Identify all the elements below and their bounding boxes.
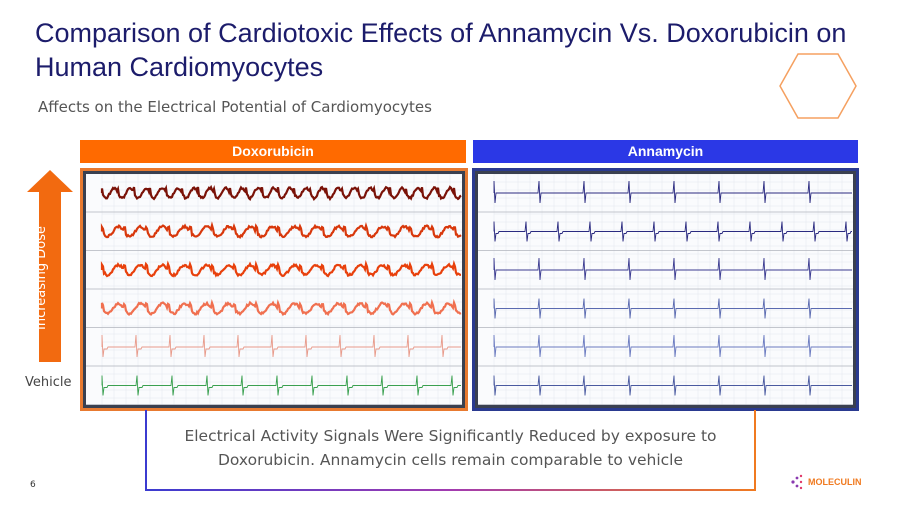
signal-trace (102, 225, 461, 237)
page-number: 6 (30, 480, 36, 490)
doxorubicin-traces (86, 174, 462, 405)
signal-trace (494, 181, 852, 203)
annamycin-header: Annamycin (473, 140, 858, 163)
vehicle-label: Vehicle (25, 375, 72, 390)
signal-trace (494, 376, 852, 396)
page-title: Comparison of Cardiotoxic Effects of Ann… (35, 16, 895, 84)
increasing-dose-label: Increasing Dose (34, 210, 49, 330)
logo-text: MOLECULIN (808, 477, 862, 487)
signal-trace (102, 303, 461, 315)
conclusion-text: Electrical Activity Signals Were Signifi… (145, 410, 756, 491)
molecule-logo-icon (790, 474, 806, 490)
doxorubicin-header: Doxorubicin (80, 140, 466, 163)
signal-trace (102, 376, 461, 396)
annamycin-trace-panel (472, 168, 859, 411)
signal-trace (102, 187, 461, 199)
moleculin-logo: MOLECULIN (790, 474, 862, 490)
page-subtitle: Affects on the Electrical Potential of C… (38, 98, 432, 116)
signal-trace (102, 335, 461, 357)
signal-trace (494, 222, 852, 242)
signal-trace (494, 299, 852, 319)
doxorubicin-trace-panel (80, 168, 468, 411)
signal-trace (494, 335, 852, 357)
hexagon-decoration-icon (778, 52, 858, 120)
signal-trace (494, 258, 852, 280)
annamycin-traces (478, 174, 853, 405)
